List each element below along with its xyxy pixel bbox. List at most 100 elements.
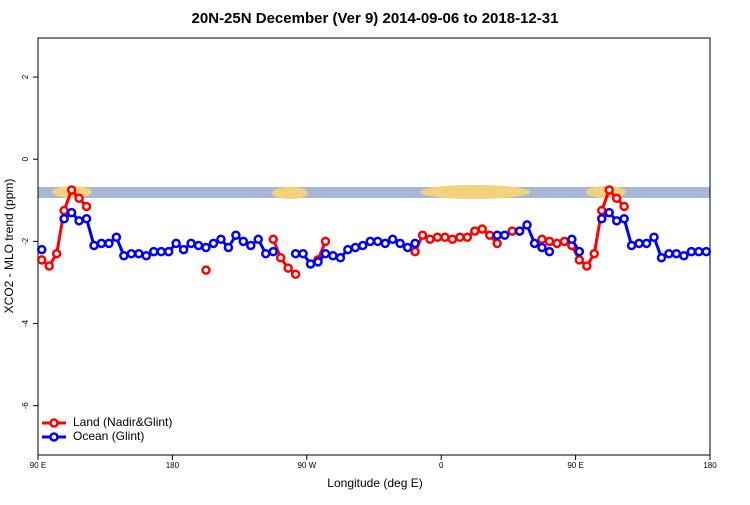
series-line — [271, 238, 297, 276]
data-point — [186, 238, 196, 249]
data-point — [574, 246, 585, 257]
x-tick-label: 0 — [439, 461, 444, 470]
data-point — [290, 248, 301, 259]
data-point — [74, 216, 84, 226]
x-tick-label: 90 E — [567, 461, 583, 470]
data-point — [246, 240, 256, 251]
data-point — [283, 263, 293, 273]
data-point — [171, 238, 181, 249]
x-tick-label: 90 E — [30, 461, 46, 470]
data-point — [462, 232, 473, 243]
data-point — [126, 248, 137, 259]
data-point — [664, 248, 674, 259]
data-point — [417, 230, 428, 240]
data-point — [492, 230, 502, 240]
data-point — [156, 246, 166, 257]
data-point — [387, 234, 398, 245]
data-point — [544, 236, 555, 247]
data-point — [507, 226, 517, 236]
data-point — [552, 238, 562, 249]
data-point — [141, 250, 152, 261]
data-point — [537, 242, 547, 253]
data-point — [484, 230, 495, 240]
data-point — [74, 193, 84, 203]
data-point — [44, 261, 54, 271]
data-point — [81, 201, 92, 212]
data-point — [440, 232, 450, 243]
data-point — [81, 214, 92, 224]
y-tick-label: -2 — [21, 237, 30, 245]
data-point — [51, 248, 62, 259]
data-point — [604, 185, 614, 195]
data-point — [320, 236, 331, 247]
legend-marker — [49, 432, 59, 442]
data-point — [410, 238, 420, 249]
x-tick-label: 180 — [703, 461, 717, 470]
data-point — [231, 230, 241, 240]
data-point — [492, 238, 502, 249]
data-point — [89, 240, 99, 251]
data-point — [260, 248, 271, 259]
data-point — [611, 216, 622, 226]
data-point — [96, 238, 107, 249]
data-point — [193, 240, 204, 251]
map-land — [420, 185, 530, 199]
data-point — [66, 185, 77, 195]
data-point — [59, 214, 69, 224]
data-point — [582, 261, 592, 271]
data-point — [514, 226, 525, 236]
data-point — [111, 232, 122, 243]
x-axis-label: Longitude (deg E) — [327, 476, 422, 490]
data-point — [529, 238, 540, 249]
data-point — [410, 246, 420, 257]
series — [36, 185, 629, 279]
data-point — [477, 224, 488, 234]
data-point — [380, 238, 390, 249]
data-point — [544, 246, 555, 257]
data-point — [36, 244, 47, 255]
y-tick-label: 0 — [21, 156, 30, 161]
data-point — [574, 255, 585, 265]
data-point — [253, 234, 264, 245]
data-point — [679, 250, 689, 261]
data-point — [305, 259, 316, 269]
data-point — [148, 246, 159, 257]
data-point — [694, 246, 704, 257]
data-point — [119, 250, 129, 261]
y-axis-label: XCO2 - MLO trend (ppm) — [2, 179, 16, 314]
data-point — [290, 269, 301, 279]
legend-label: Land (Nadir&Glint) — [73, 415, 172, 429]
data-point — [134, 248, 144, 259]
data-point — [649, 232, 659, 243]
data-point — [275, 253, 286, 263]
data-point — [641, 238, 652, 249]
x-tick-label: 180 — [166, 461, 180, 470]
data-point — [559, 236, 570, 247]
data-point — [611, 193, 622, 203]
data-point — [208, 238, 219, 249]
legend-marker — [49, 418, 59, 428]
data-point — [201, 242, 211, 253]
data-point — [432, 232, 443, 243]
data-point — [626, 240, 637, 251]
data-point — [455, 232, 465, 243]
map-ocean — [38, 187, 710, 198]
data-point — [335, 253, 346, 263]
data-point — [358, 240, 368, 251]
series — [36, 207, 712, 269]
data-point — [596, 205, 607, 216]
data-point — [604, 207, 614, 218]
data-point — [619, 201, 629, 212]
data-point — [36, 255, 47, 265]
data-point — [313, 257, 323, 267]
plot-frame — [37, 37, 711, 456]
map-land — [272, 187, 308, 199]
data-point — [238, 236, 249, 247]
y-tick-label: -4 — [21, 319, 30, 327]
data-point — [365, 236, 376, 247]
data-point — [350, 242, 361, 253]
data-point — [163, 246, 174, 257]
data-point — [320, 248, 331, 259]
data-point — [201, 265, 211, 275]
